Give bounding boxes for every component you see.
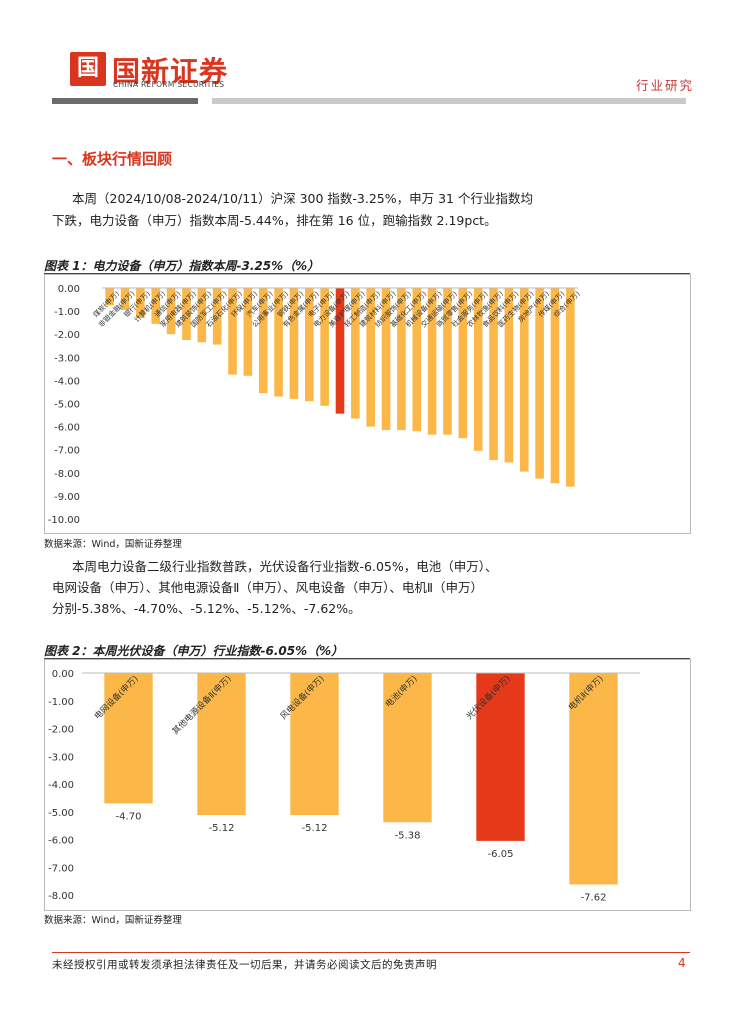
paragraph-1-line-2: 下跌，电力设备（申万）指数本周-5.44%，排在第 16 位，跑输指数 2.19…	[52, 213, 497, 228]
y-tick-label: 0.00	[58, 284, 80, 295]
bar	[151, 288, 161, 324]
bar	[304, 288, 314, 402]
bar	[274, 288, 283, 397]
y-tick-label: -3.00	[48, 752, 74, 763]
bar	[182, 288, 191, 340]
bar	[320, 288, 329, 406]
bar	[104, 673, 153, 804]
bar	[228, 288, 237, 375]
y-tick-label: -2.00	[48, 725, 74, 736]
y-tick-label: -6.00	[48, 836, 74, 847]
bar	[212, 288, 222, 345]
y-tick-label: -4.00	[48, 780, 74, 791]
bar	[458, 288, 468, 439]
bar	[351, 288, 360, 419]
disclaimer-note: 未经授权引用或转发须承担法律责任及一切后果，并请务必阅读文后的免责声明	[52, 959, 437, 971]
bar	[197, 673, 246, 816]
header-rule-light	[212, 98, 686, 104]
y-tick-label: -5.00	[48, 808, 74, 819]
figure-1-title: 图表 1：电力设备（申万）指数本周-3.25%（%）	[44, 259, 320, 273]
y-tick-label: -4.00	[54, 376, 80, 387]
figure-1-frame	[44, 274, 691, 534]
logo-glyph: 国	[76, 56, 99, 81]
report-category: 行业研究	[636, 78, 695, 93]
bar	[504, 288, 514, 463]
bar	[197, 288, 207, 343]
bar	[105, 288, 114, 306]
figure-2-title: 图表 2：本周光伏设备（申万）行业指数-6.05%（%）	[44, 644, 344, 658]
data-label: -7.62	[581, 892, 607, 903]
paragraph-1-line-1: 本周（2024/10/08-2024/10/11）沪深 300 指数-3.25%…	[72, 191, 533, 206]
data-label: -4.70	[116, 811, 142, 822]
y-tick-label: -9.00	[54, 492, 80, 503]
paragraph-2-line-3: 分别-5.38%、-4.70%、-5.12%、-5.12%、-7.62%。	[52, 601, 361, 616]
bar	[489, 288, 498, 461]
bar	[569, 673, 618, 885]
figure-2-source: 数据来源：Wind，国新证券整理	[44, 915, 182, 926]
bar	[335, 288, 345, 414]
chart-1: 0.00 -1.00 -2.00 -3.00 -4.00 -5.00 -6.00 -7.00 -…	[48, 284, 582, 526]
header-rule-dark	[52, 98, 198, 104]
brand-name: 国新证券	[112, 55, 229, 88]
bar	[427, 288, 437, 435]
y-tick-label: -8.00	[48, 891, 74, 902]
figure-2-frame	[44, 659, 691, 911]
bar	[476, 673, 525, 841]
bar	[243, 288, 253, 376]
bar	[136, 288, 145, 319]
bar	[535, 288, 544, 479]
paragraph-2-line-1: 本周电力设备二级行业指数普跌，光伏设备行业指数-6.05%，电池（申万）、	[72, 559, 498, 574]
bar	[550, 288, 560, 484]
bar	[366, 288, 376, 427]
figure-1-rule	[44, 273, 690, 274]
data-label: -5.38	[395, 830, 421, 841]
bar	[166, 288, 176, 335]
y-tick-label: -3.00	[54, 353, 80, 364]
footer-rule	[52, 952, 690, 953]
y-tick-label: -1.00	[48, 697, 74, 708]
chart-2: 0.00 -1.00 -2.00 -3.00 -4.00 -5.00 -6.00 -7.00 -…	[48, 669, 640, 903]
bar	[473, 288, 483, 451]
y-tick-label: 0.00	[52, 669, 74, 680]
data-label: -5.12	[302, 823, 328, 834]
y-tick-label: -1.00	[54, 307, 80, 318]
y-tick-label: -2.00	[54, 330, 80, 341]
data-label: -6.05	[488, 849, 514, 860]
bar	[383, 673, 432, 823]
brand-name-en: CHINA REFORM SECURITIES	[113, 80, 225, 89]
bar	[258, 288, 268, 394]
y-tick-label: -7.00	[48, 863, 74, 874]
bar	[120, 288, 130, 310]
bar	[443, 288, 452, 435]
y-tick-label: -7.00	[54, 446, 80, 457]
bar	[519, 288, 529, 472]
paragraph-2-line-2: 电网设备（申万）、其他电源设备Ⅱ（申万）、风电设备（申万）、电机Ⅱ（申万）	[52, 580, 484, 595]
bar	[566, 288, 575, 487]
bar	[289, 288, 299, 399]
logo-mark	[70, 52, 106, 86]
data-label: -5.12	[209, 823, 235, 834]
y-tick-label: -6.00	[54, 423, 80, 434]
bar	[381, 288, 391, 431]
y-tick-label: -10.00	[48, 515, 80, 526]
figure-1-source: 数据来源：Wind，国新证券整理	[44, 539, 182, 550]
bar	[397, 288, 406, 431]
y-tick-label: -5.00	[54, 400, 80, 411]
y-tick-label: -8.00	[54, 469, 80, 480]
figure-2-rule	[44, 658, 690, 659]
bar	[412, 288, 422, 432]
section-title: 一、板块行情回顾	[52, 150, 173, 168]
page-number: 4	[678, 956, 686, 970]
bar	[290, 673, 339, 816]
